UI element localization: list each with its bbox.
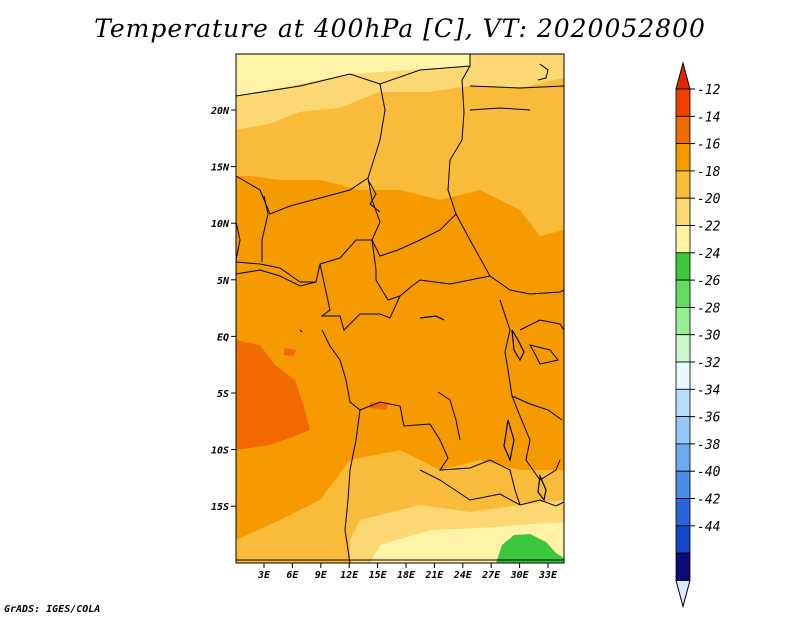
colorbar-swatch <box>675 388 691 417</box>
colorbar-label: -12 <box>697 83 721 98</box>
colorbar-swatch <box>675 498 691 527</box>
colorbar-label: -40 <box>697 465 721 480</box>
colorbar-top-arrow <box>675 61 691 90</box>
colorbar-bottom-arrow <box>675 579 691 609</box>
colorbar-swatch <box>675 143 691 172</box>
longitude-label: 6E <box>286 570 299 581</box>
colorbar-label: -34 <box>697 383 720 398</box>
colorbar-swatch <box>675 552 691 581</box>
lake-outlines <box>299 315 547 502</box>
colorbar-label: -20 <box>697 192 721 207</box>
colorbar-swatch <box>675 361 691 390</box>
longitude-axis: 3E 6E 9E 12E 15E 18E 21E 24E 27E 30E 33E <box>257 563 558 581</box>
colorbar-label: -14 <box>697 110 720 125</box>
colorbar-label: -44 <box>697 520 720 535</box>
country-borders <box>235 54 565 564</box>
colorbar-swatch <box>675 334 691 363</box>
north-pale-fill <box>236 54 470 96</box>
longitude-label: 33E <box>538 570 558 581</box>
colorbar-swatch <box>675 197 691 226</box>
warm-patch-fill <box>236 340 310 450</box>
latitude-label: 15N <box>211 163 230 174</box>
latitude-label: EQ <box>217 332 229 343</box>
latitude-label: 10N <box>211 219 230 230</box>
colorbar-swatch <box>675 170 691 199</box>
colorbar-swatch <box>675 470 691 499</box>
colorbar-swatch <box>675 443 691 472</box>
sahel-band-fill <box>236 78 564 236</box>
colorbar-label: -22 <box>697 220 721 235</box>
colorbar-swatch <box>675 416 691 445</box>
longitude-label: 9E <box>315 570 328 581</box>
colorbar-label: -16 <box>697 138 721 153</box>
latitude-label: 15S <box>211 502 229 513</box>
grads-credit: GrADS: IGES/COLA <box>4 604 101 615</box>
colorbar-label: -18 <box>697 165 721 180</box>
latitude-label: 10S <box>211 446 229 457</box>
colorbar-label: -38 <box>697 438 721 453</box>
longitude-label: 18E <box>397 570 416 581</box>
map-title: Temperature at 400hPa [C], VT: 202005280… <box>94 14 706 43</box>
warm-speck-fill <box>284 348 296 356</box>
colorbar-swatch <box>675 225 691 254</box>
latitude-axis: 20N 15N 10N 5N EQ 5S 10S 15S <box>210 106 236 513</box>
latitude-label: 5S <box>217 389 229 400</box>
colorbar-swatch <box>675 88 691 117</box>
colorbar-label: -26 <box>697 274 721 289</box>
cold-patch-fill <box>496 534 564 563</box>
longitude-label: 12E <box>340 570 359 581</box>
colorbar-swatch <box>675 252 691 281</box>
longitude-label: 21E <box>424 570 444 581</box>
longitude-label: 27E <box>481 570 501 581</box>
colorbar-swatch <box>675 279 691 308</box>
colorbar-label: -24 <box>697 247 720 262</box>
longitude-label: 15E <box>369 570 388 581</box>
colorbar-label: -28 <box>697 301 721 316</box>
colorbar-swatch <box>675 525 691 554</box>
colorbar-label: -36 <box>697 411 721 426</box>
longitude-label: 24E <box>453 570 473 581</box>
colorbar: -12 -14 -16 -18 -20 -22 -24 -26 -28 -30 -32 -34 -36 -… <box>675 61 721 609</box>
map-plot: 20N 15N 10N 5N EQ 5S 10S 15S 3E 6E 9E 12E 15E 18E 21E… <box>210 53 565 581</box>
latitude-label: 5N <box>217 276 230 287</box>
colorbar-swatch <box>675 306 691 336</box>
colorbar-label: -30 <box>697 329 721 344</box>
longitude-label: 3E <box>257 570 271 581</box>
colorbar-label: -42 <box>697 493 721 508</box>
longitude-label: 30E <box>510 570 530 581</box>
map-frame <box>235 53 565 564</box>
colorbar-swatch <box>675 115 691 145</box>
colorbar-label: -32 <box>697 356 721 371</box>
latitude-label: 20N <box>210 106 230 117</box>
